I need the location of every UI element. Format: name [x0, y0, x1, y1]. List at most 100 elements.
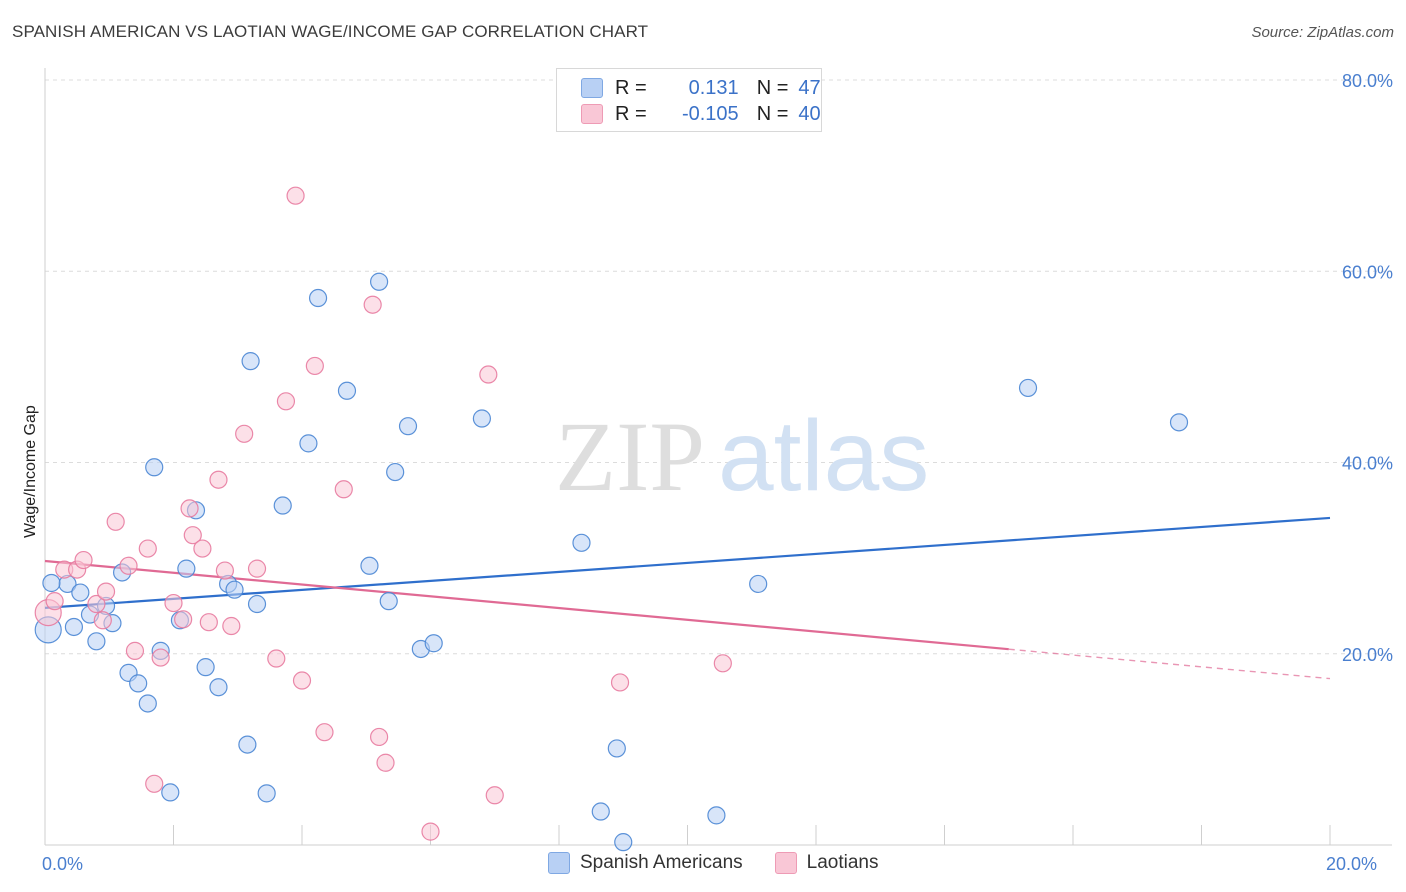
legend-row-spanish: R = 0.131 N = 47: [581, 75, 821, 101]
laotian-point: [145, 774, 164, 793]
legend-n-label: N =: [756, 76, 789, 99]
trend-line-laotian: [44, 559, 1009, 651]
spanish-point: [1169, 413, 1189, 432]
spanish-point: [572, 533, 591, 552]
y-tick-label: 20.0%: [1342, 645, 1393, 665]
laotian-point: [421, 822, 440, 841]
spanish-point: [360, 556, 379, 575]
spanish-point: [257, 784, 276, 803]
x-tick-label: 0.0%: [42, 854, 83, 874]
legend-r-value: -0.105: [681, 102, 739, 125]
spanish-point: [42, 573, 61, 593]
laotian-point: [193, 539, 212, 558]
spanish-point: [614, 833, 633, 852]
spanish-point: [247, 594, 267, 614]
laotian-point: [180, 499, 199, 518]
trend-line-spanish: [44, 516, 1331, 609]
spanish-point: [273, 496, 292, 515]
laotian-point: [276, 392, 296, 411]
stats-legend: R = 0.131 N = 47 R = -0.105 N = 40: [556, 68, 822, 132]
spanish-point: [379, 592, 398, 611]
spanish-point: [386, 462, 405, 482]
legend-r-label: R =: [615, 102, 647, 125]
legend-label-laotian: Laotians: [806, 852, 879, 873]
laotian-point: [247, 559, 267, 578]
laotian-point: [235, 424, 254, 443]
laotian-point: [370, 727, 389, 747]
laotian-point: [610, 673, 630, 692]
watermark: ZIP atlas: [555, 400, 929, 512]
y-tick-label: 60.0%: [1342, 262, 1393, 282]
spanish-point: [71, 583, 90, 602]
spanish-point: [370, 272, 389, 291]
laotian-point: [138, 539, 157, 558]
legend-item-spanish-americans: Spanish Americans: [548, 852, 743, 874]
laotian-point: [209, 470, 228, 489]
spanish-point: [138, 694, 157, 713]
spanish-point: [64, 617, 84, 637]
y-axis-label: Wage/Income Gap: [22, 405, 39, 538]
spanish-point: [337, 381, 357, 400]
laotian-point: [174, 610, 193, 629]
laotian-point: [267, 649, 286, 668]
series-legend: Spanish Americans Laotians: [548, 852, 911, 874]
chart-title: SPANISH AMERICAN VS LAOTIAN WAGE/INCOME …: [12, 22, 649, 41]
laotian-point: [315, 723, 334, 742]
legend-item-laotians: Laotians: [774, 852, 879, 874]
laotian-point: [119, 556, 138, 575]
laotian-point: [292, 671, 312, 690]
laotian-point: [479, 365, 498, 384]
spanish-point: [398, 417, 418, 436]
laotian-point: [199, 613, 218, 632]
spanish-point: [225, 580, 244, 599]
spanish-point: [196, 658, 215, 677]
y-tick-label: 40.0%: [1342, 454, 1393, 474]
laotian-point: [96, 582, 116, 601]
data-points: [34, 186, 1189, 852]
spanish-point: [591, 802, 610, 821]
laotian-point: [125, 641, 145, 660]
laotian-point: [93, 611, 112, 630]
watermark-zip: ZIP: [555, 401, 705, 512]
spanish-point: [299, 434, 318, 453]
legend-swatch-laotian: [774, 852, 797, 874]
legend-r-label: R =: [615, 76, 647, 99]
trend-line-extension: [1008, 648, 1331, 680]
watermark-atlas: atlas: [718, 400, 929, 512]
laotian-point: [45, 592, 64, 611]
legend-swatch-spanish: [548, 852, 570, 874]
y-tick-label: 80.0%: [1342, 71, 1393, 91]
laotian-point: [334, 480, 353, 499]
spanish-point: [241, 352, 260, 371]
laotian-point: [87, 594, 106, 614]
laotian-point: [222, 616, 241, 636]
laotian-point: [363, 295, 382, 314]
laotian-point: [183, 526, 202, 545]
legend-row-laotian: R = -0.105 N = 40: [581, 101, 821, 127]
laotian-point: [305, 356, 324, 376]
spanish-point: [1018, 378, 1038, 398]
spanish-point: [607, 739, 626, 758]
laotian-point: [151, 648, 170, 667]
spanish-point: [129, 674, 148, 693]
axes: [44, 68, 1392, 846]
spanish-point: [145, 458, 164, 477]
legend-swatch-laotian: [581, 104, 603, 124]
spanish-point: [87, 632, 106, 651]
spanish-point: [308, 288, 328, 308]
spanish-point: [177, 559, 196, 578]
spanish-point: [238, 735, 257, 754]
laotian-point: [74, 550, 93, 570]
laotian-point: [106, 512, 125, 531]
laotian-point: [164, 593, 183, 613]
laotian-point: [376, 753, 395, 772]
laotian-point: [485, 786, 504, 805]
legend-n-label: N =: [756, 102, 789, 125]
laotian-point: [215, 561, 234, 580]
legend-swatch-spanish: [581, 78, 603, 98]
laotian-point: [713, 654, 732, 673]
laotian-point: [286, 186, 305, 205]
x-tick-label: 20.0%: [1326, 854, 1377, 874]
trend-lines: [44, 516, 1331, 680]
